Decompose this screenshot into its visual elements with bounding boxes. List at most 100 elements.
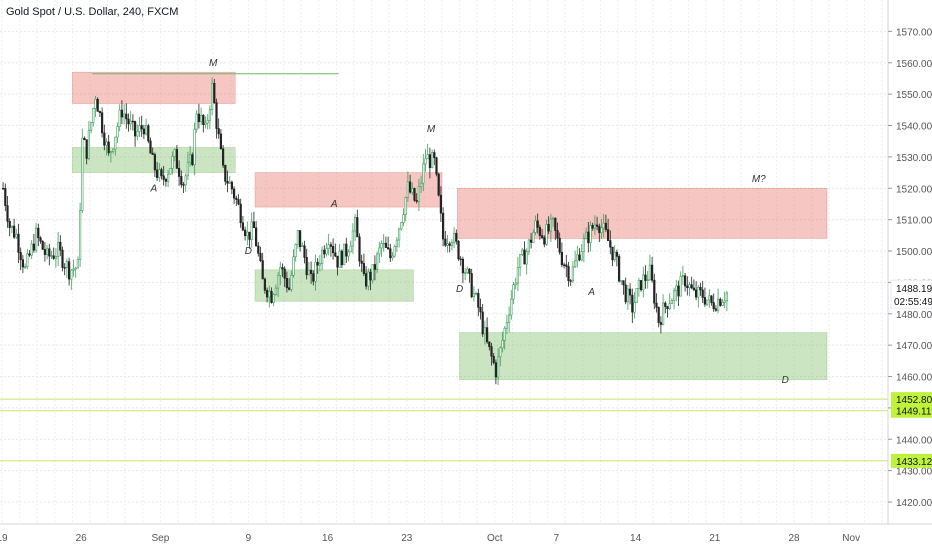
candle-body [351, 230, 355, 247]
candle-body [252, 221, 256, 229]
candle-body [415, 200, 418, 202]
time-tick-label: 19 [0, 533, 8, 544]
candle-body [50, 255, 53, 257]
candle-body [631, 294, 634, 313]
supply-zone [457, 188, 828, 239]
candle-body [158, 169, 161, 178]
candle-body [369, 271, 372, 281]
candle-body [309, 269, 313, 274]
candle-body [697, 286, 700, 298]
countdown-label: 02:55:49 [894, 297, 932, 308]
candle-body [452, 232, 456, 243]
candle-body [276, 275, 280, 289]
candle-body [468, 268, 471, 274]
candle-body [554, 217, 557, 231]
candle-body [626, 288, 629, 303]
candle-body [68, 261, 71, 280]
candle-body [419, 182, 423, 188]
candle-body [565, 264, 568, 267]
candle-body [367, 271, 370, 287]
candle-body [422, 163, 425, 184]
zone-layer [72, 71, 828, 380]
candle-body [494, 362, 498, 378]
candle-body [246, 231, 249, 237]
candle-body [265, 290, 269, 298]
candle-body [79, 210, 82, 260]
zone-annotation: A [330, 199, 338, 210]
candle-body [587, 231, 590, 244]
current-price-tag [890, 279, 932, 309]
candle-body [507, 314, 511, 323]
candle-body [109, 151, 112, 154]
candle-body [679, 276, 682, 297]
candle-body [501, 340, 504, 349]
time-tick-label: 9 [246, 533, 252, 544]
candle-body [661, 302, 665, 325]
candle-body [255, 227, 258, 247]
candle-body [222, 148, 225, 166]
candle-body [609, 240, 612, 248]
candle-body [171, 156, 174, 169]
candle-body [681, 275, 684, 277]
candle-body [457, 241, 460, 260]
candle-body [248, 231, 251, 240]
candle-body [644, 274, 647, 281]
candle-body [558, 237, 561, 253]
candle-body [378, 247, 381, 255]
candle-body [371, 264, 374, 281]
candle-body [683, 275, 687, 287]
candle-body [156, 169, 159, 178]
annotation-layer: M A D A M D A M? D [149, 58, 788, 386]
candle-body [83, 137, 86, 140]
candle-body [455, 232, 458, 242]
candle-body [94, 98, 97, 109]
candle-body [386, 247, 390, 250]
candle-body [521, 249, 524, 255]
candle-body [444, 238, 447, 246]
candle-body [103, 132, 106, 146]
candle-body [604, 222, 607, 230]
candle-body [191, 154, 194, 165]
candle-body [208, 109, 212, 121]
candle-body [336, 255, 339, 268]
candle-body [686, 285, 689, 288]
candle-body [459, 258, 462, 260]
candle-body [217, 128, 220, 135]
price-tick-label: 1530.00 [896, 153, 932, 164]
candle-body [598, 226, 601, 233]
candle-body [382, 242, 385, 245]
time-tick-label: 7 [554, 533, 560, 544]
candle-body [479, 307, 482, 313]
candle-body [230, 181, 234, 190]
candle-body [211, 82, 214, 110]
time-tick-label: Nov [842, 533, 860, 544]
candle-body [430, 152, 434, 168]
candle-body [268, 290, 271, 298]
candle-body [272, 294, 275, 303]
candle-body [600, 227, 603, 233]
candle-body [582, 238, 585, 252]
candle-body [206, 119, 209, 124]
candle-body [712, 302, 715, 310]
time-tick-label: 16 [322, 533, 334, 544]
candle-body [287, 287, 291, 290]
candle-body [620, 280, 623, 282]
candle-body [435, 157, 438, 175]
candle-body [224, 164, 227, 182]
candle-body [492, 355, 495, 363]
candle-body [4, 188, 7, 206]
candle-body [642, 274, 645, 291]
candle-body [6, 205, 9, 222]
candle-body [235, 197, 238, 200]
candle-body [670, 300, 673, 304]
candle-body [406, 181, 410, 198]
candle-body [312, 273, 315, 282]
candle-body [112, 148, 115, 152]
candle-body [15, 233, 18, 238]
candle-body [719, 298, 722, 306]
candle-body [92, 108, 95, 123]
level-tag [891, 392, 932, 407]
candle-body [65, 261, 68, 268]
